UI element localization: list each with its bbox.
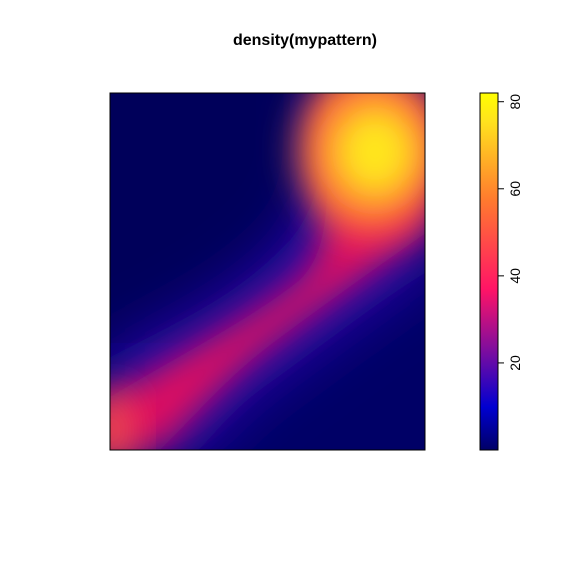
chart-title: density(mypattern): [232, 32, 378, 49]
density-corner-peak: [110, 390, 134, 450]
density-peak-inner: [331, 104, 419, 200]
colorbar-tick-label: 40: [507, 268, 523, 284]
colorbar-tick-label: 80: [507, 94, 523, 110]
colorbar: [479, 92, 499, 451]
colorbar-tick-label: 20: [507, 355, 523, 371]
colorbar-tick-label: 60: [507, 181, 523, 197]
density-image: [110, 93, 425, 450]
colorbar-ticks: 20 40 60 80: [498, 94, 523, 371]
plot-frame: [109, 92, 426, 451]
